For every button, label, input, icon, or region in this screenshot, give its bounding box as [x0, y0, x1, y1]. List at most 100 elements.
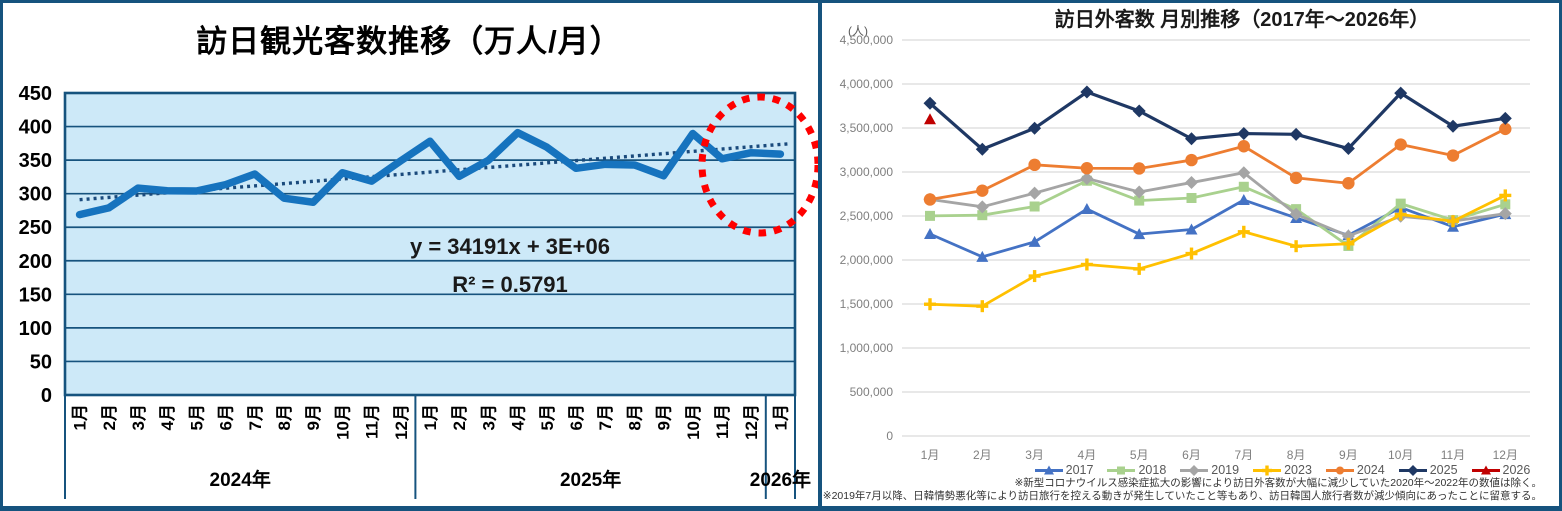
highlight-circle — [698, 93, 818, 237]
series-2024-marker — [976, 184, 989, 197]
series-2024-line — [929, 127, 1506, 201]
legend-item-2023: 2023 — [1252, 463, 1312, 477]
x-axis-tick-label: 4月 — [1078, 448, 1097, 462]
legend-marker-2023-icon — [1253, 465, 1282, 475]
series-2018-marker — [1500, 199, 1511, 210]
series-2025-marker — [1446, 119, 1460, 133]
legend-item-2026: 2026 — [1471, 463, 1531, 477]
legend-marker — [1117, 466, 1126, 474]
monthly-visitors-trend-chart-panel: 訪日観光客数推移（万人/月） 0 50 100 150 200 250 300 350 400 4… — [18, 24, 818, 499]
x-axis-tick-label: 8月 — [625, 404, 644, 430]
x-axis-tick-label: 5月 — [538, 404, 557, 430]
chart2-plot-area: 0 500,000 1,000,000 1,500,000 2,000,000 2,500… — [840, 33, 1530, 462]
x-axis-tick-label: 11月 — [363, 404, 382, 439]
x-axis-tick-label: 2月 — [973, 448, 992, 462]
series-2025-marker — [1080, 85, 1094, 99]
x-axis-tick-label: 7月 — [596, 404, 615, 430]
series-2017-line — [929, 198, 1506, 259]
series-2024-marker — [1028, 158, 1041, 172]
x-axis-tick-label: 9月 — [304, 404, 323, 430]
visitors-line-series — [75, 128, 785, 219]
series-2018-marker — [977, 210, 988, 221]
series-2018-marker — [1134, 195, 1145, 206]
x-axis-tick-label: 1月 — [771, 404, 790, 430]
series-2018-marker — [1029, 201, 1040, 212]
chart2-legend: 2017 2018 2019 2023 2024 2025 2026 — [972, 463, 1562, 477]
x-axis-tick-label: 2月 — [450, 404, 469, 430]
y-axis-tick-label: 500,000 — [850, 385, 894, 399]
x-axis-tick-label: 8月 — [275, 404, 294, 430]
trendline-r-squared-label: R² = 0.5791 — [452, 272, 568, 297]
y-axis-tick-label: 350 — [19, 150, 52, 172]
series-2025-marker — [1132, 104, 1146, 118]
plot-border — [63, 91, 797, 397]
y-axis-tick-label: 2,000,000 — [840, 253, 894, 267]
x-axis-tick-label: 10月 — [333, 404, 352, 440]
series-2018-marker — [1395, 198, 1406, 209]
y-axis-tick-label: 4,500,000 — [840, 33, 894, 47]
legend-label: 2024 — [1356, 463, 1385, 477]
x-axis-tick-label: 3月 — [1025, 448, 1044, 462]
series-2024-marker — [1289, 171, 1303, 185]
series-2024-marker — [1394, 138, 1407, 151]
x-axis-tick-label: 1月 — [421, 404, 440, 430]
legend-marker-2026-icon — [1471, 465, 1500, 474]
y-axis-tick-label: 3,000,000 — [840, 165, 894, 179]
legend-label: 2025 — [1429, 463, 1458, 477]
legend-marker-2017-icon — [1034, 465, 1063, 474]
series-2024-marker — [1185, 153, 1198, 167]
series-2024-marker — [1133, 162, 1146, 175]
legend-marker-2025-icon — [1398, 464, 1427, 476]
series-2024-marker — [1446, 149, 1460, 162]
series-2019-marker — [1132, 185, 1146, 199]
x-axis-tick-label: 6月 — [567, 404, 586, 430]
series-2017-marker — [924, 227, 936, 239]
series-2017-marker — [1185, 223, 1198, 235]
y-axis-tick-label: 4,000,000 — [840, 77, 894, 91]
legend-label: 2026 — [1502, 463, 1531, 477]
series-2025-line — [928, 90, 1506, 151]
x-axis-tick-label: 10月 — [684, 404, 703, 440]
x-axis-tick-label: 5月 — [187, 404, 206, 430]
y-axis-tick-label: 100 — [19, 318, 52, 340]
x-axis-tick-label: 9月 — [655, 404, 674, 430]
x-axis-tick-label: 11月 — [1441, 448, 1465, 462]
x-axis-tick-label: 1月 — [71, 404, 90, 430]
x-axis-tick-label: 12月 — [742, 404, 761, 440]
legend-label: 2023 — [1284, 463, 1312, 477]
footnote-korea: ※2019年7月以降、日韓情勢悪化等により訪日旅行を控える動きが発生していたこと… — [822, 490, 1542, 502]
legend-marker — [1407, 464, 1419, 476]
series-2024-marker — [1080, 162, 1094, 175]
legend-item-2025: 2025 — [1398, 463, 1458, 477]
series-2019-marker — [1237, 166, 1251, 180]
legend-marker-2018-icon — [1107, 466, 1136, 474]
series-2024-marker — [1237, 140, 1250, 153]
chart1-title: 訪日観光客数推移（万人/月） — [196, 24, 622, 59]
legend-label: 2019 — [1211, 463, 1240, 477]
x-axis-tick-label: 6月 — [217, 404, 236, 430]
series-2019-marker — [1341, 229, 1355, 243]
series-2025-marker — [1237, 127, 1251, 141]
series-2019-marker — [1289, 207, 1303, 221]
series-2024-marker — [1342, 177, 1355, 190]
legend-item-2024: 2024 — [1325, 463, 1385, 477]
y-axis-tick-label: 200 — [19, 251, 52, 273]
series-2019-marker — [1028, 186, 1042, 200]
series-2017-marker — [1080, 203, 1093, 215]
series-2025-marker — [923, 96, 937, 110]
series-2017-marker — [976, 250, 989, 262]
legend-marker — [1335, 466, 1344, 474]
legend-marker-2024-icon — [1325, 466, 1354, 474]
series-2019-marker — [975, 200, 989, 214]
chart2-footnotes: ※新型コロナウイルス感染症拡大の影響により訪日外客数が大幅に減少していた2020… — [823, 477, 1542, 503]
series-2018-marker — [1238, 181, 1249, 192]
series-2017-marker — [1028, 235, 1041, 247]
x-axis-tick-label: 12月 — [392, 404, 411, 440]
trendline-equation-label: y = 34191x + 3E+06 — [409, 234, 611, 259]
series-2025-marker — [1185, 132, 1198, 146]
series-2019-marker — [1080, 171, 1094, 185]
y-axis-tick-label: 300 — [19, 184, 52, 206]
year-group-label: 2025年 — [560, 468, 621, 491]
x-axis-tick-label: 2月 — [100, 404, 119, 430]
series-2025-marker — [1498, 111, 1512, 125]
